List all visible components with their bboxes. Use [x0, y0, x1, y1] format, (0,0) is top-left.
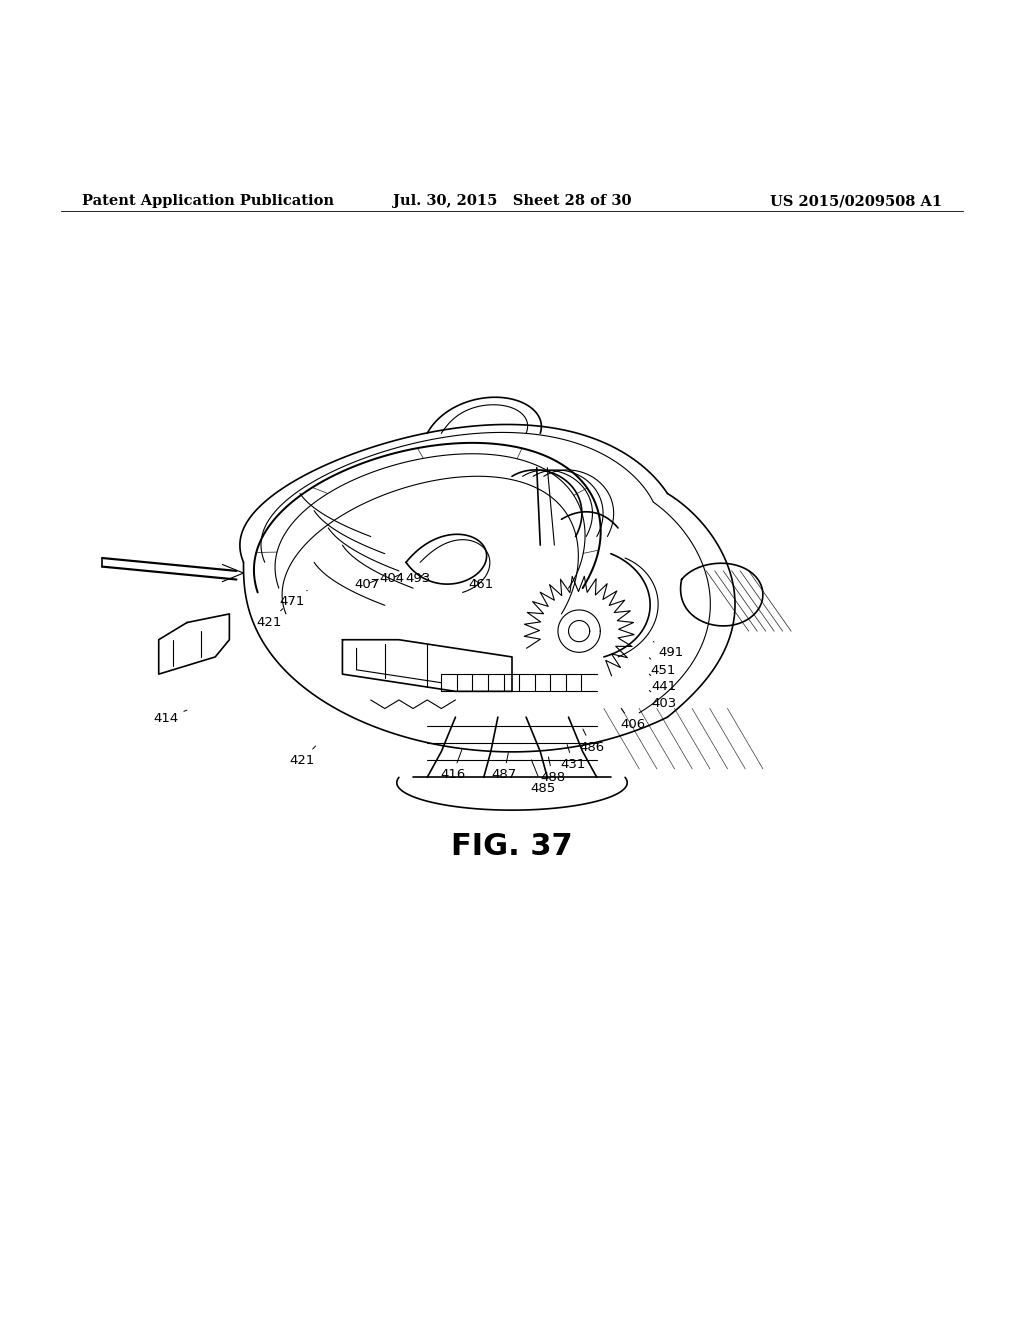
Text: 431: 431	[561, 744, 586, 771]
Text: 403: 403	[649, 690, 676, 710]
Text: 488: 488	[541, 756, 565, 784]
Text: 471: 471	[280, 590, 307, 609]
Text: 461: 461	[469, 578, 494, 591]
Text: 414: 414	[154, 710, 186, 725]
Text: 441: 441	[649, 675, 676, 693]
Text: US 2015/0209508 A1: US 2015/0209508 A1	[770, 194, 942, 209]
Text: 404: 404	[380, 572, 404, 585]
Text: FIG. 37: FIG. 37	[452, 832, 572, 861]
Text: 487: 487	[492, 752, 516, 781]
Text: 485: 485	[530, 760, 555, 795]
Text: 416: 416	[440, 750, 465, 781]
Text: 406: 406	[621, 709, 645, 731]
Text: Patent Application Publication: Patent Application Publication	[82, 194, 334, 209]
Text: 407: 407	[354, 578, 379, 591]
Text: 421: 421	[257, 609, 283, 628]
Text: 451: 451	[649, 657, 676, 677]
Text: 491: 491	[653, 642, 683, 659]
Text: 493: 493	[406, 572, 430, 585]
Text: 486: 486	[580, 729, 604, 754]
Text: 421: 421	[290, 746, 315, 767]
Text: Jul. 30, 2015   Sheet 28 of 30: Jul. 30, 2015 Sheet 28 of 30	[393, 194, 631, 209]
